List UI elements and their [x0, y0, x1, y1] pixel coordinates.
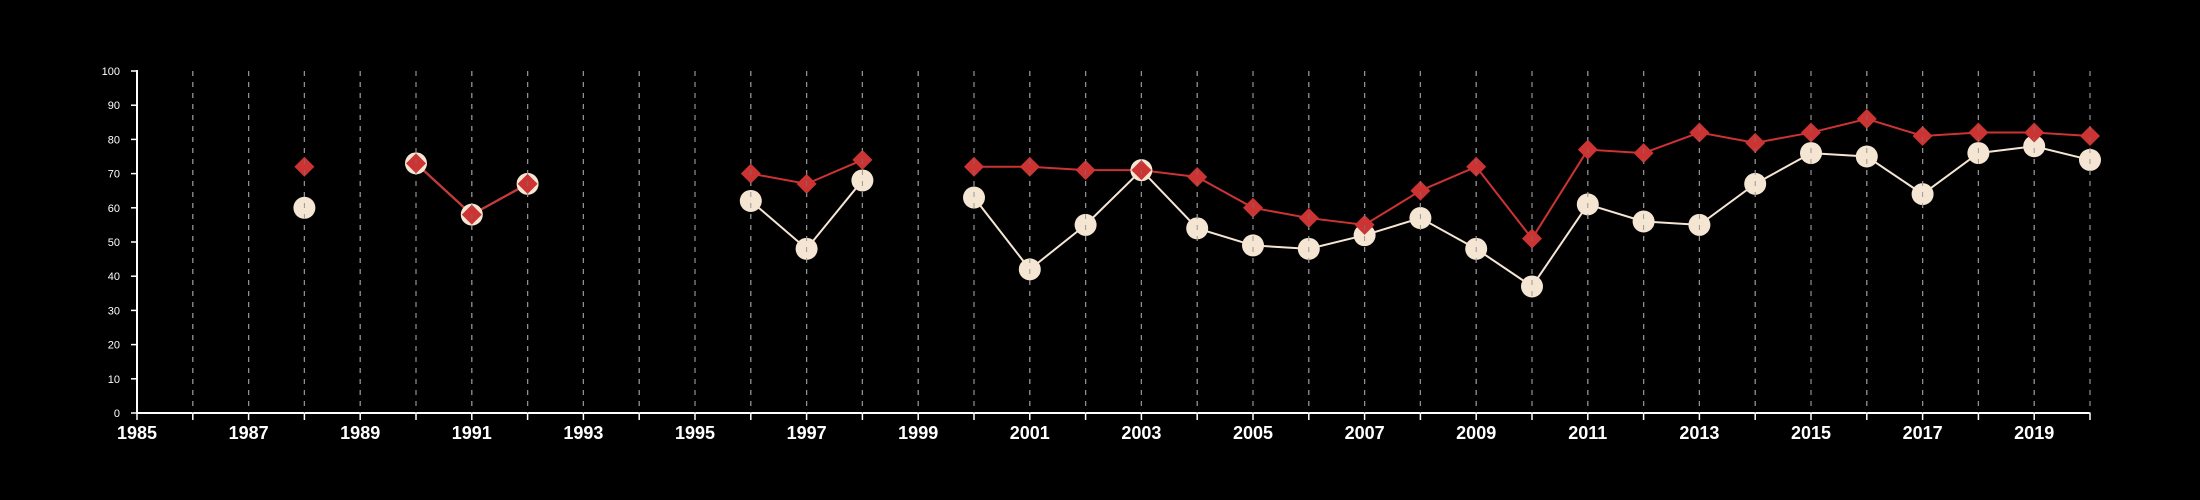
y-tick-label: 10: [108, 374, 120, 386]
x-tick-label: 1985: [117, 423, 157, 443]
x-tick-label: 1995: [675, 423, 715, 443]
axes: 1985 1987 1989 1991 1993 1995 1997 1999 2001 2003…: [102, 66, 2090, 443]
x-tick-label: 1987: [229, 423, 269, 443]
y-tick-label: 20: [108, 340, 120, 352]
x-tick-label: 2015: [1791, 423, 1831, 443]
x-tick-label: 2003: [1121, 423, 1161, 443]
y-tick-label: 80: [108, 134, 120, 146]
y-tick-label: 70: [108, 169, 120, 181]
x-tick-label: 2017: [1903, 423, 1943, 443]
series: [193, 71, 2101, 413]
y-tick-label: 30: [108, 305, 120, 317]
x-tick-label: 1997: [787, 423, 827, 443]
y-tick-label: 100: [102, 66, 120, 78]
diamond-series-lines: [416, 119, 2090, 239]
x-tick-label: 2019: [2014, 423, 2054, 443]
x-tick-label: 1991: [452, 423, 492, 443]
x-tick-label: 1993: [563, 423, 603, 443]
x-tick-label: 2009: [1456, 423, 1496, 443]
x-tick-label: 2013: [1679, 423, 1719, 443]
x-tick-label: 2011: [1568, 423, 1607, 443]
grid-overlay: [193, 71, 2090, 413]
x-tick-label: 2007: [1345, 423, 1385, 443]
y-tick-label: 60: [108, 203, 120, 215]
y-tick-label: 50: [108, 237, 120, 249]
x-tick-label: 2001: [1010, 423, 1050, 443]
y-tick-label: 0: [114, 408, 120, 420]
y-tick-label: 90: [108, 100, 120, 112]
x-tick-label: 1999: [898, 423, 938, 443]
y-tick-label: 40: [108, 271, 120, 283]
x-tick-label: 2005: [1233, 423, 1273, 443]
x-tick-label: 1989: [340, 423, 380, 443]
